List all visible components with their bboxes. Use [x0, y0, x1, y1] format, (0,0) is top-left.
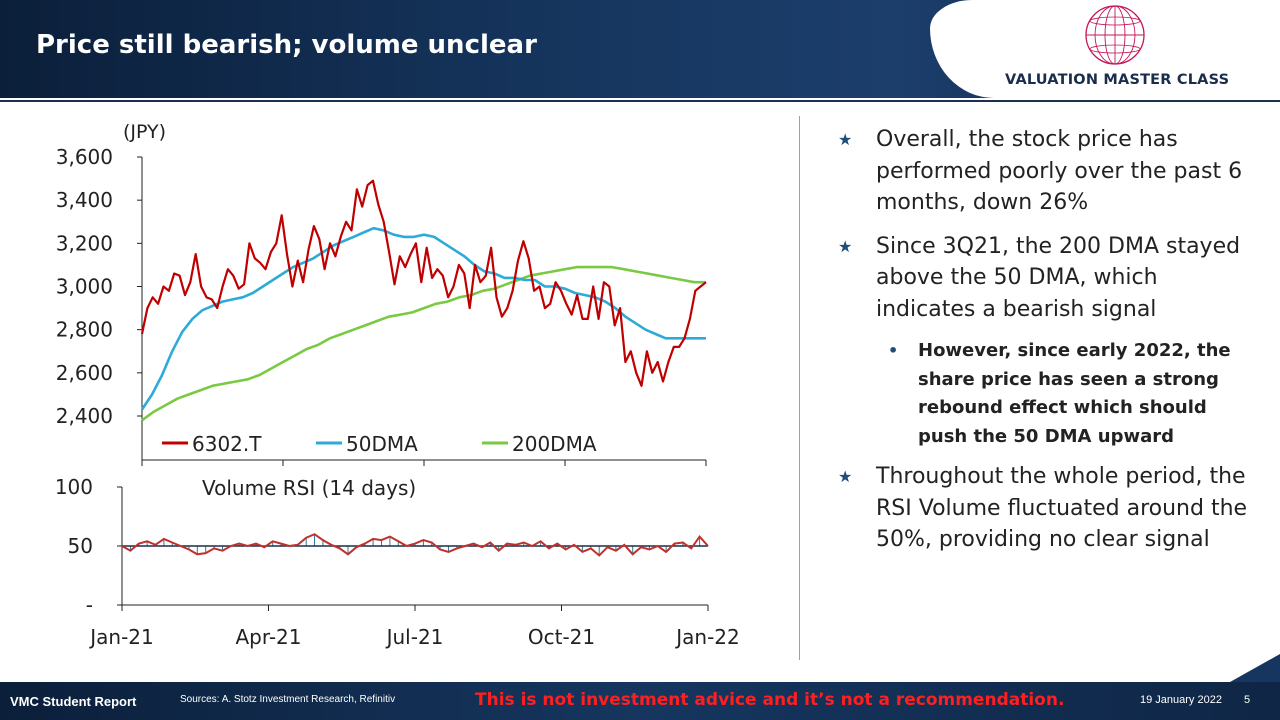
logo-panel [930, 0, 1280, 98]
bullet-3: ★ Throughout the whole period, the RSI V… [838, 461, 1258, 556]
legend-label-200dma: 200DMA [512, 432, 597, 456]
x-tick-label: Oct-21 [528, 625, 595, 649]
star-bullet-icon: ★ [838, 467, 853, 486]
price-x-axis-ticks [141, 460, 707, 466]
price-y-tick-label: 2,400 [56, 404, 113, 428]
star-bullet-icon: ★ [838, 130, 853, 149]
legend-label-50dma: 50DMA [346, 432, 418, 456]
price-legend: 6302.T 50DMA 200DMA [162, 432, 597, 456]
footer-report-name: VMC Student Report [10, 694, 137, 709]
bullet-1: ★ Overall, the stock price has performed… [838, 124, 1258, 219]
rsi-line [121, 533, 709, 557]
legend-label-price: 6302.T [192, 432, 262, 456]
price-y-tick-label: 3,200 [56, 231, 113, 255]
footer-corner-accent [1230, 654, 1280, 682]
price-y-tick-label: 3,400 [56, 188, 113, 212]
bullet-3-text: Throughout the whole period, the RSI Vol… [876, 464, 1248, 552]
x-tick-label: Apr-21 [236, 625, 302, 649]
footer-date: 19 January 2022 [1140, 694, 1222, 706]
rsi-y-tick-label: - [86, 593, 93, 617]
series-line-6302t [140, 179, 707, 387]
x-tick-label: Jul-21 [385, 625, 444, 649]
rsi-y-tick-label: 100 [55, 475, 93, 499]
price-series-lines [140, 179, 707, 422]
rsi-y-axis-ticks: 100 50 - [55, 475, 122, 617]
globe-logo-icon [1085, 5, 1145, 65]
page-title: Price still bearish; volume unclear [36, 30, 537, 60]
rsi-title: Volume RSI (14 days) [202, 476, 416, 500]
price-unit-label: (JPY) [123, 121, 166, 143]
sub-bullet-1-text: However, since early 2022, the share pri… [918, 340, 1231, 447]
price-y-tick-label: 3,000 [56, 275, 113, 299]
footer-sources: Sources: A. Stotz Investment Research, R… [180, 694, 396, 705]
header-divider [0, 100, 1280, 102]
logo-wordmark: VALUATION MASTER CLASS [1005, 72, 1230, 88]
bullet-2: ★ Since 3Q21, the 200 DMA stayed above t… [838, 231, 1258, 326]
x-tick-label: Jan-21 [88, 625, 154, 649]
rsi-x-axis-ticks: Jan-21 Apr-21 Jul-21 Oct-21 Jan-22 [88, 605, 740, 649]
bullet-1-text: Overall, the stock price has performed p… [876, 127, 1243, 215]
price-y-tick-label: 2,600 [56, 361, 113, 385]
page-number: 5 [1244, 694, 1251, 706]
vertical-divider [799, 116, 800, 660]
rsi-y-tick-label: 50 [68, 534, 93, 558]
star-bullet-icon: ★ [838, 236, 853, 256]
rsi-series [121, 533, 709, 557]
x-tick-label: Jan-22 [674, 625, 740, 649]
footer-disclaimer: This is not investment advice and it’s n… [475, 690, 1065, 710]
price-volume-chart: (JPY) 3,600 3,400 3,200 3,000 2,800 2,600 2,40… [55, 121, 740, 649]
price-y-tick-label: 3,600 [56, 145, 113, 169]
bullet-2-text: Since 3Q21, the 200 DMA stayed above the… [876, 233, 1241, 322]
sub-bullet-1: • However, since early 2022, the share p… [838, 337, 1258, 451]
footer-bar: VMC Student Report Sources: A. Stotz Inv… [0, 682, 1280, 720]
price-y-axis-ticks: 3,600 3,400 3,200 3,000 2,800 2,600 2,400 [56, 145, 142, 428]
series-line-200dma [141, 265, 706, 422]
commentary-list: ★ Overall, the stock price has performed… [838, 124, 1258, 568]
price-y-tick-label: 2,800 [56, 318, 113, 342]
dot-bullet-icon: • [888, 341, 899, 360]
